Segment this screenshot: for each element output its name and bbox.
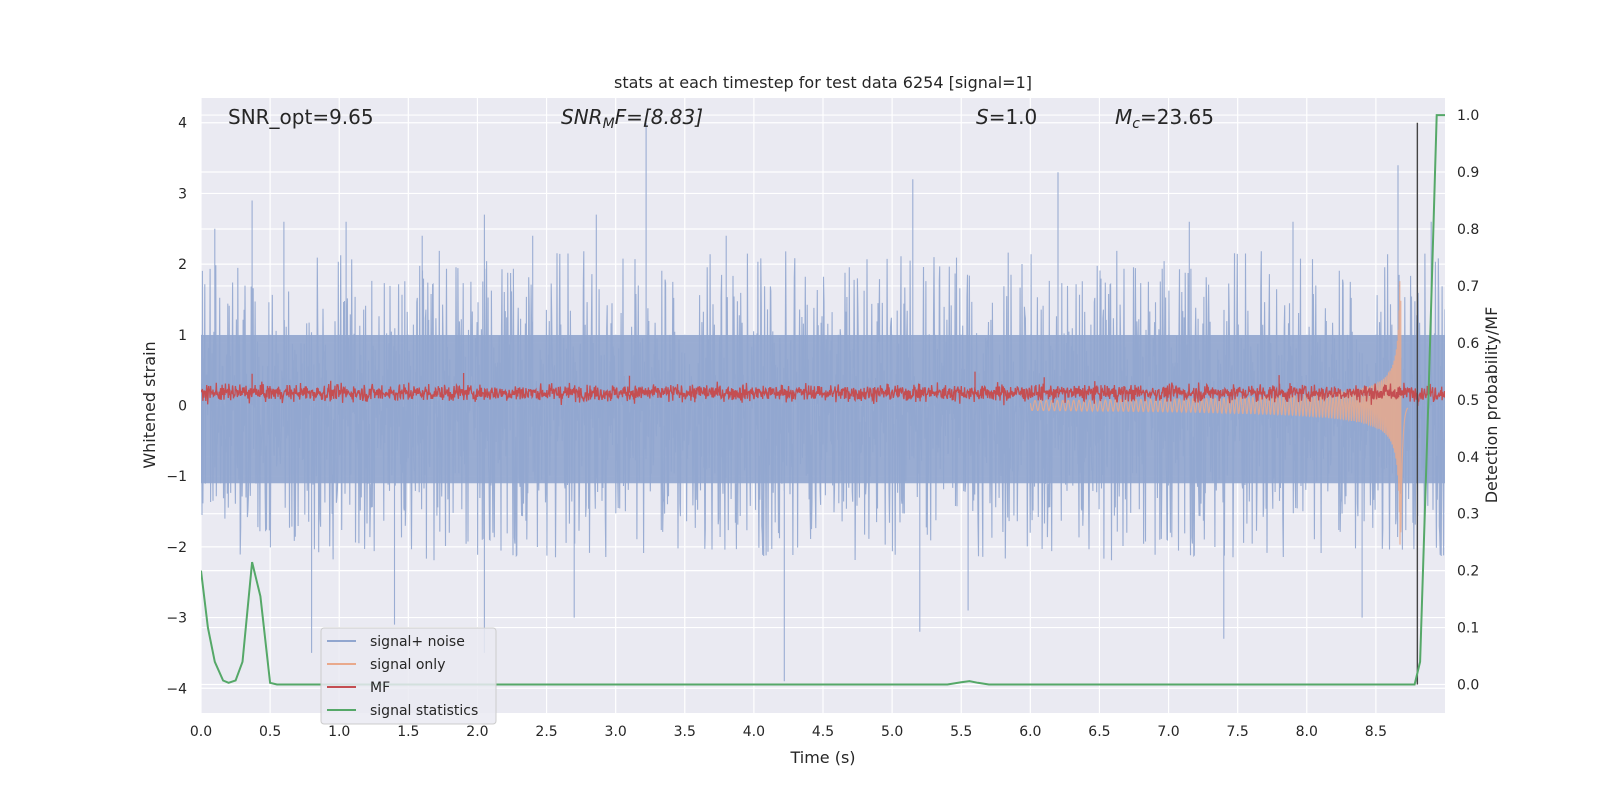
legend-box [320, 627, 497, 725]
mc-sub: c [1132, 116, 1140, 132]
mc-rest: =23.65 [1140, 105, 1214, 129]
y-right-tick-label: 0.9 [1457, 165, 1479, 181]
y-tick-label: −3 [166, 611, 187, 627]
mc-var: M [1115, 105, 1132, 129]
series-signal-statistics [201, 114, 1445, 686]
x-tick-label: 7.5 [1227, 724, 1249, 740]
x-tick-label: 4.0 [743, 724, 765, 740]
y-right-tick-label: 0.2 [1457, 564, 1479, 580]
y-right-tick-label: 0.5 [1457, 393, 1479, 409]
y-right-tick-label: 1.0 [1457, 108, 1479, 124]
y-tick-label: −2 [166, 540, 187, 556]
y-tick-label: 1 [178, 328, 187, 344]
y-tick-label: −4 [166, 681, 187, 697]
legend-entry-label: signal statistics [370, 703, 478, 719]
s-stat-var: S [976, 105, 989, 129]
y-right-tick-labels: 1.0 0.9 0.8 0.7 0.6 0.5 0.4 0.3 0.2 0.1 0.0 [1457, 108, 1479, 693]
x-axis-label: Time (s) [789, 748, 855, 767]
y-tick-label: 4 [178, 116, 187, 132]
y-right-tick-label: 0.3 [1457, 507, 1479, 523]
annotation-snr-opt: SNR_opt=9.65 [228, 105, 374, 129]
x-tick-label: 3.0 [605, 724, 627, 740]
y-tick-label: 2 [178, 257, 187, 273]
snr-mf-rest: F=[8.83] [615, 105, 703, 129]
y-right-tick-label: 0.0 [1457, 678, 1479, 694]
legend-entry-label: MF [370, 680, 390, 696]
legend-entry-label: signal+ noise [370, 634, 465, 650]
x-tick-label: 2.5 [535, 724, 557, 740]
y-right-tick-label: 0.1 [1457, 621, 1479, 637]
x-tick-label: 6.0 [1019, 724, 1041, 740]
annotation-snr-mf: SNRMF=[8.83] [561, 105, 703, 132]
y-axis-label: Whitened strain [140, 341, 159, 468]
y-tick-label: 0 [178, 399, 187, 415]
series-mf [201, 371, 1445, 407]
y-right-tick-label: 0.6 [1457, 336, 1479, 352]
y-tick-label: 3 [178, 186, 187, 202]
snr-mf-base: SNR [561, 105, 603, 129]
y-tick-labels: 4 3 2 1 0 −1 −2 −3 −4 [166, 116, 187, 698]
x-tick-label: 8.0 [1296, 724, 1318, 740]
x-tick-label: 7.0 [1157, 724, 1179, 740]
chart-title: stats at each timestep for test data 625… [614, 73, 1032, 92]
x-tick-labels: 0.0 0.5 1.0 1.5 2.0 2.5 3.0 3.5 4.0 4.5 5.0 5.5 6.0 6… [190, 724, 1387, 740]
x-tick-label: 0.5 [259, 724, 281, 740]
x-tick-label: 0.0 [190, 724, 212, 740]
x-tick-label: 6.5 [1088, 724, 1110, 740]
x-tick-label: 8.5 [1365, 724, 1387, 740]
x-tick-label: 2.0 [466, 724, 488, 740]
snr-mf-sub: M [603, 116, 615, 132]
y-right-tick-label: 0.8 [1457, 222, 1479, 238]
x-tick-label: 5.0 [881, 724, 903, 740]
y-tick-label: −1 [166, 469, 187, 485]
legend-entry-label: signal only [370, 657, 445, 673]
x-tick-label: 3.5 [674, 724, 696, 740]
annotation-chirp-mass: Mc=23.65 [1115, 105, 1214, 132]
x-tick-label: 1.5 [397, 724, 419, 740]
x-tick-label: 4.5 [812, 724, 834, 740]
x-tick-label: 5.5 [950, 724, 972, 740]
y-right-axis-label: Detection probability/MF [1482, 307, 1501, 504]
y-right-tick-label: 0.4 [1457, 450, 1479, 466]
x-tick-label: 1.0 [328, 724, 350, 740]
s-stat-rest: =1.0 [989, 105, 1038, 129]
series-layer [201, 114, 1445, 686]
y-right-tick-label: 0.7 [1457, 279, 1479, 295]
legend: signal+ noise signal only MF signal statist… [320, 627, 497, 725]
annotation-s-stat: S=1.0 [976, 105, 1037, 129]
